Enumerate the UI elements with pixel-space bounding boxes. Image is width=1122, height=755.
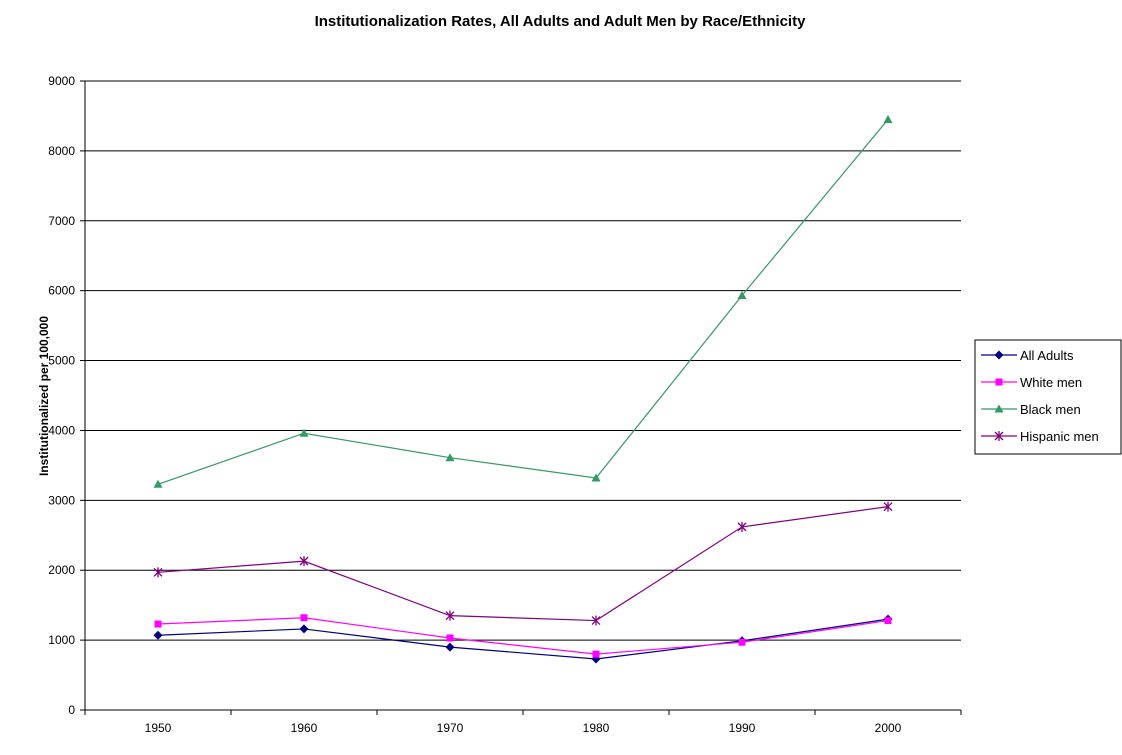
series-all-adults — [153, 614, 893, 664]
data-point-square — [738, 638, 746, 646]
data-point-star — [591, 615, 601, 626]
x-tick-label: 1960 — [291, 721, 318, 735]
y-tick-label: 5000 — [48, 354, 75, 368]
legend-label: Hispanic men — [1020, 429, 1099, 444]
y-tick-label: 9000 — [48, 74, 75, 88]
data-point-triangle — [153, 479, 163, 488]
data-point-star — [994, 431, 1004, 441]
y-axis-label: Institutionalized per 100,000 — [37, 316, 51, 476]
legend-item: White men — [981, 375, 1082, 390]
series-line — [157, 618, 889, 660]
legend-item: Hispanic men — [981, 429, 1099, 444]
data-point-triangle — [883, 114, 893, 123]
legend-item: All Adults — [981, 348, 1074, 363]
data-point-square — [300, 614, 308, 622]
data-point-triangle — [737, 291, 747, 300]
y-tick-labels: 0 1000 2000 3000 4000 5000 6000 7000 8000 9000 — [48, 74, 75, 717]
series-group — [153, 114, 893, 664]
series-line — [157, 506, 889, 622]
y-tick-label: 2000 — [48, 563, 75, 577]
y-tick-label: 4000 — [48, 423, 75, 437]
data-point-diamond — [299, 624, 309, 634]
x-tick-label: 1990 — [729, 721, 756, 735]
data-point-star — [153, 567, 163, 578]
legend-item: Black men — [981, 402, 1081, 417]
axes — [80, 80, 962, 715]
data-point-star — [445, 610, 455, 621]
data-point-triangle — [445, 453, 455, 462]
data-point-triangle — [591, 473, 601, 482]
legend: All Adults White men Black men Hispanic men — [974, 339, 1122, 455]
y-tick-label: 3000 — [48, 493, 75, 507]
y-tick-label: 8000 — [48, 144, 75, 158]
data-point-square — [446, 634, 454, 642]
x-tick-label: 1980 — [583, 721, 610, 735]
series-line — [157, 617, 889, 655]
data-point-triangle — [299, 428, 309, 437]
data-point-star — [299, 556, 309, 567]
legend-label: Black men — [1020, 402, 1081, 417]
data-point-star — [737, 521, 747, 532]
data-point-triangle — [994, 404, 1004, 413]
gridlines — [85, 80, 961, 641]
chart-title: Institutionalization Rates, All Adults a… — [315, 13, 807, 30]
x-tick-label: 1970 — [437, 721, 464, 735]
data-point-square — [995, 378, 1003, 386]
y-tick-label: 1000 — [48, 633, 75, 647]
data-point-square — [592, 650, 600, 658]
data-point-diamond — [445, 642, 455, 652]
y-tick-label: 6000 — [48, 284, 75, 298]
x-tick-labels: 1950 1960 1970 1980 1990 2000 — [145, 721, 902, 735]
y-tick-label: 7000 — [48, 214, 75, 228]
data-point-diamond — [994, 350, 1004, 360]
data-point-square — [884, 617, 892, 625]
x-tick-label: 2000 — [875, 721, 902, 735]
legend-label: White men — [1020, 375, 1082, 390]
legend-label: All Adults — [1020, 348, 1074, 363]
x-tick-label: 1950 — [145, 721, 172, 735]
data-point-square — [154, 620, 162, 628]
series-line — [157, 119, 889, 485]
series-black-men — [153, 114, 893, 488]
series-white-men — [154, 614, 892, 658]
y-tick-label: 0 — [68, 703, 75, 717]
data-point-star — [883, 501, 893, 512]
data-point-diamond — [153, 630, 163, 640]
series-hispanic-men — [153, 501, 893, 626]
